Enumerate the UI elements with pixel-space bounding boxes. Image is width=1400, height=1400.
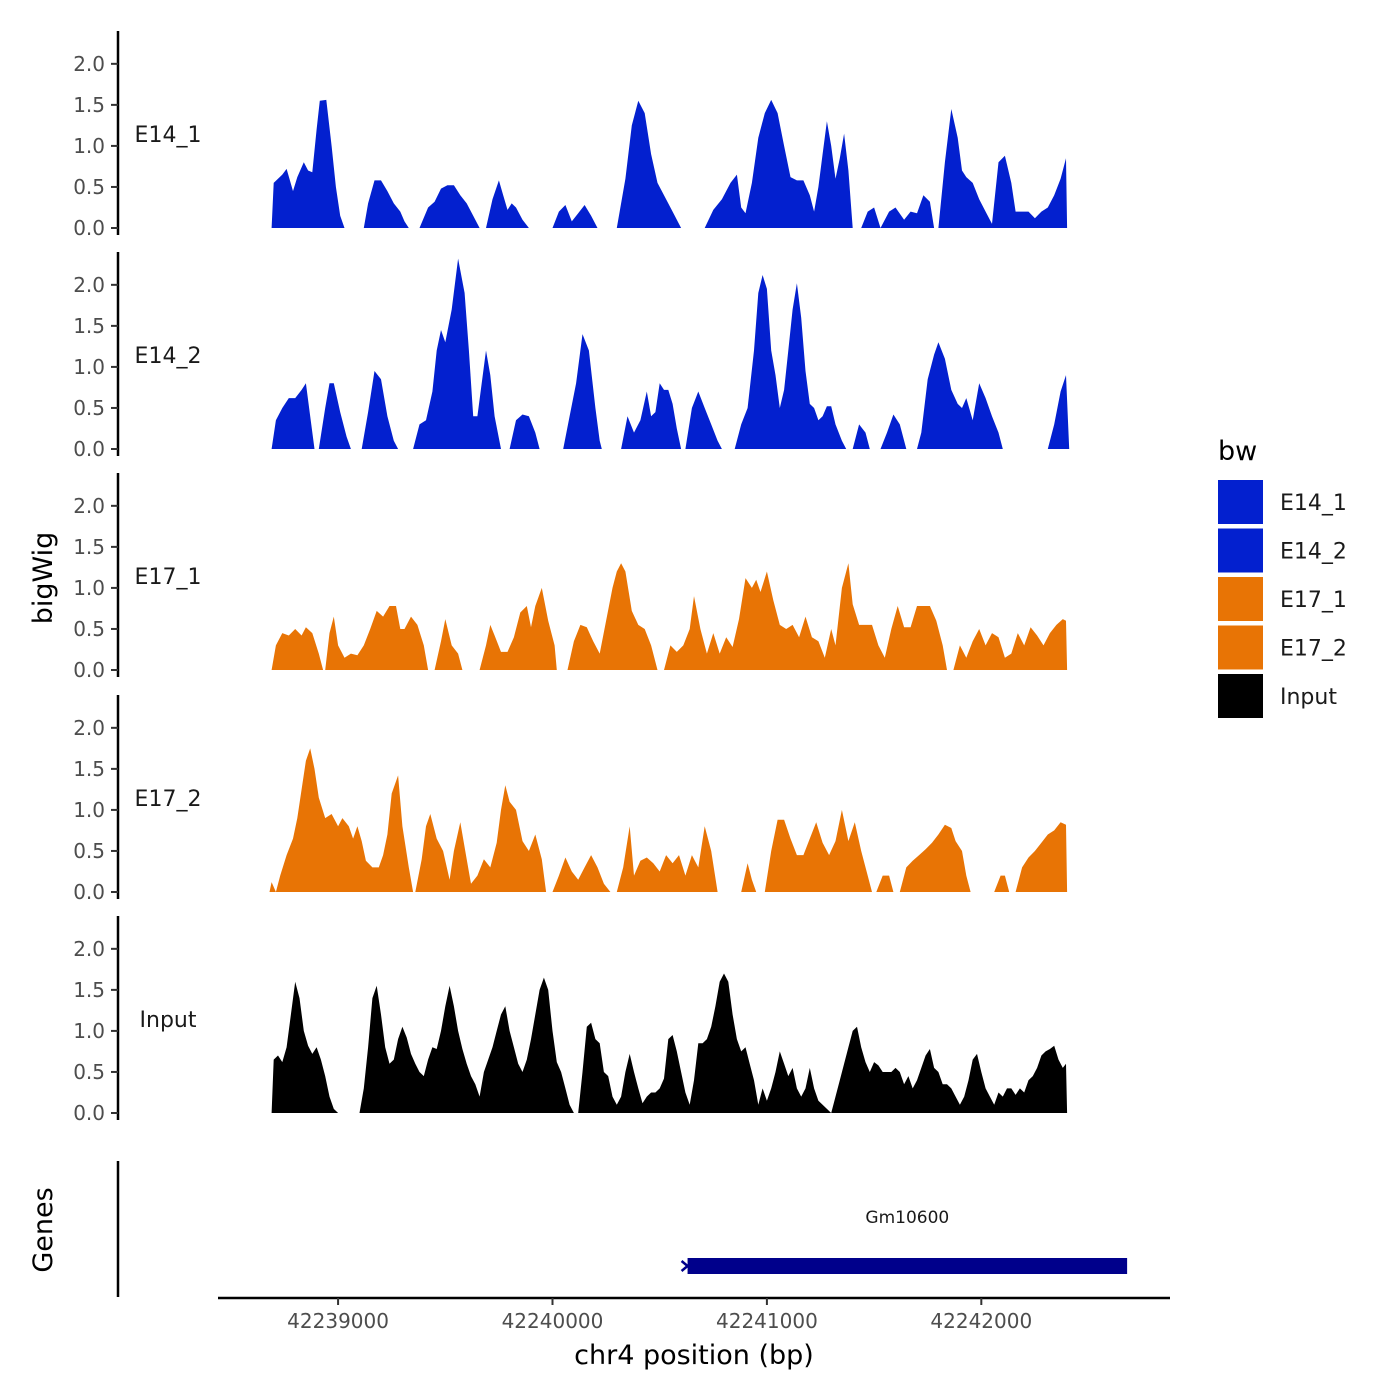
legend: bw E14_1 E14_2 E17_1 E17_2 Input [1218,436,1347,718]
track-label: E17_1 [135,565,202,590]
y-axis-title: bigWig [28,532,59,625]
track-label: E17_2 [135,787,202,812]
genes-axis-title: Genes [28,1187,59,1272]
x-axis: 42239000 42240000 42241000 42242000 [218,1296,1170,1333]
track-label: E14_1 [135,123,202,148]
signal-area-E17_1 [271,563,1068,670]
y-tick-label: 0.5 [73,1060,105,1084]
y-tick-label: 1.5 [73,757,105,781]
legend-entry-E17_1: E17_1 [1218,577,1347,621]
track-E17_1: 0.0 0.5 1.0 1.5 2.0 E17_1 [73,473,1068,682]
y-tick-label: 1.0 [73,798,105,822]
tracks-layer: 0.0 0.5 1.0 1.5 2.0 E14_1 0.0 0.5 1.0 1.5 2.0 E14_2… [73,31,1070,1125]
y-tick-label: 0.5 [73,617,105,641]
y-tick-label: 2.0 [73,52,105,76]
gene-label: Gm10600 [865,1208,949,1228]
y-tick-label: 0.0 [73,437,105,461]
legend-label: E17_2 [1280,637,1347,662]
y-tick-label: 1.0 [73,576,105,600]
gene-strand-marker [680,1260,690,1272]
genes-layer: Gm10600 [116,1161,1128,1297]
y-tick-label: 1.5 [73,978,105,1002]
legend-swatch [1218,577,1263,621]
track-E14_1: 0.0 0.5 1.0 1.5 2.0 E14_1 [73,31,1068,240]
legend-entry-E14_2: E14_2 [1218,528,1347,573]
legend-swatch [1218,674,1263,718]
track-label: E14_2 [135,344,202,369]
x-tick-label: 42242000 [930,1309,1032,1333]
legend-swatch [1218,480,1263,524]
gene-body [687,1258,1128,1274]
track-label: Input [140,1008,197,1033]
signal-area-E14_2 [271,258,1070,449]
gene-Gm10600: Gm10600 [680,1208,1128,1274]
legend-swatch [1218,528,1263,573]
signal-area-Input [271,973,1068,1113]
x-tick-label: 42241000 [716,1309,818,1333]
y-tick-label: 0.0 [73,658,105,682]
legend-label: Input [1280,685,1337,710]
legend-entry-E17_2: E17_2 [1218,625,1347,670]
y-tick-label: 0.0 [73,1101,105,1125]
legend-swatch [1218,625,1263,670]
signal-area-E17_2 [269,748,1068,892]
legend-label: E17_1 [1280,588,1347,613]
y-tick-label: 1.5 [73,314,105,338]
y-tick-label: 0.0 [73,880,105,904]
legend-label: E14_1 [1280,491,1347,516]
y-tick-label: 1.5 [73,93,105,117]
y-tick-label: 0.5 [73,396,105,420]
y-tick-label: 0.5 [73,839,105,863]
y-tick-label: 2.0 [73,494,105,518]
y-tick-label: 2.0 [73,716,105,740]
x-tick-label: 42239000 [287,1309,389,1333]
legend-entry-E14_1: E14_1 [1218,480,1347,524]
y-tick-label: 1.0 [73,1019,105,1043]
y-tick-label: 1.5 [73,535,105,559]
y-tick-label: 0.5 [73,175,105,199]
track-E17_2: 0.0 0.5 1.0 1.5 2.0 E17_2 [73,695,1068,904]
y-tick-label: 2.0 [73,937,105,961]
legend-entry-Input: Input [1218,674,1337,718]
y-tick-label: 2.0 [73,273,105,297]
y-tick-label: 1.0 [73,355,105,379]
x-axis-title: chr4 position (bp) [574,1340,814,1371]
track-E14_2: 0.0 0.5 1.0 1.5 2.0 E14_2 [73,252,1070,461]
track-Input: 0.0 0.5 1.0 1.5 2.0 Input [73,916,1068,1125]
y-tick-label: 1.0 [73,134,105,158]
legend-label: E14_2 [1280,540,1347,565]
x-tick-label: 42240000 [502,1309,604,1333]
y-tick-label: 0.0 [73,216,105,240]
legend-title: bw [1218,436,1257,467]
